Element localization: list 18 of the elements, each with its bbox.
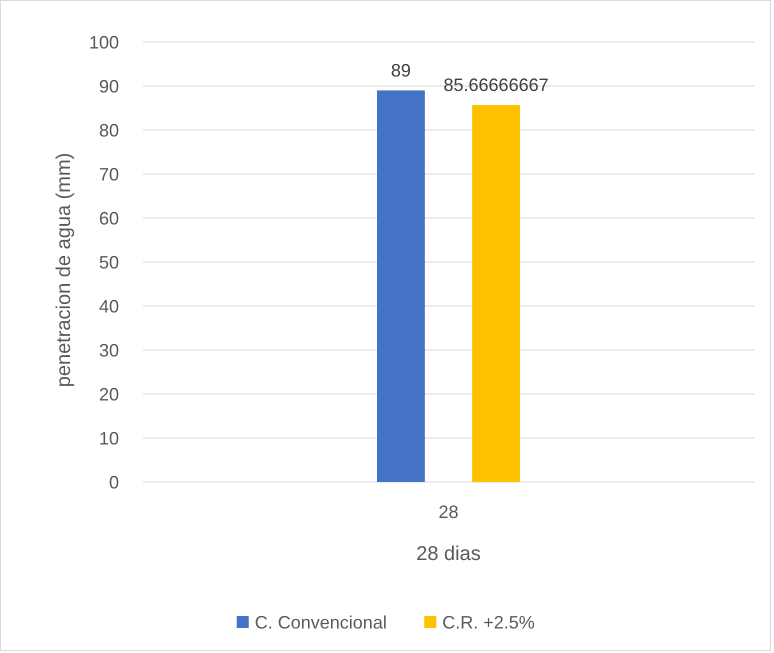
y-tick-label: 80 (98, 120, 119, 140)
x-tick-label: 28 (438, 502, 459, 522)
y-tick-label: 30 (98, 340, 119, 360)
y-tick-label: 100 (88, 32, 119, 52)
legend-label: C.R. +2.5% (442, 612, 535, 632)
y-tick-label: 70 (98, 164, 119, 184)
data-label: 85.66666667 (444, 75, 549, 96)
y-tick-label: 10 (98, 428, 119, 448)
x-axis-title: 28 dias (416, 543, 481, 565)
legend-label: C. Convencional (254, 612, 387, 632)
y-tick-label: 40 (98, 296, 119, 316)
data-label: 89 (390, 60, 411, 80)
y-tick-label: 60 (98, 208, 119, 228)
y-axis-title: penetracion de agua (mm) (53, 152, 75, 388)
y-tick-label: 20 (98, 384, 119, 404)
y-tick-label: 50 (98, 252, 119, 272)
y-tick-label: 0 (108, 472, 119, 492)
y-tick-label: 90 (98, 76, 119, 96)
